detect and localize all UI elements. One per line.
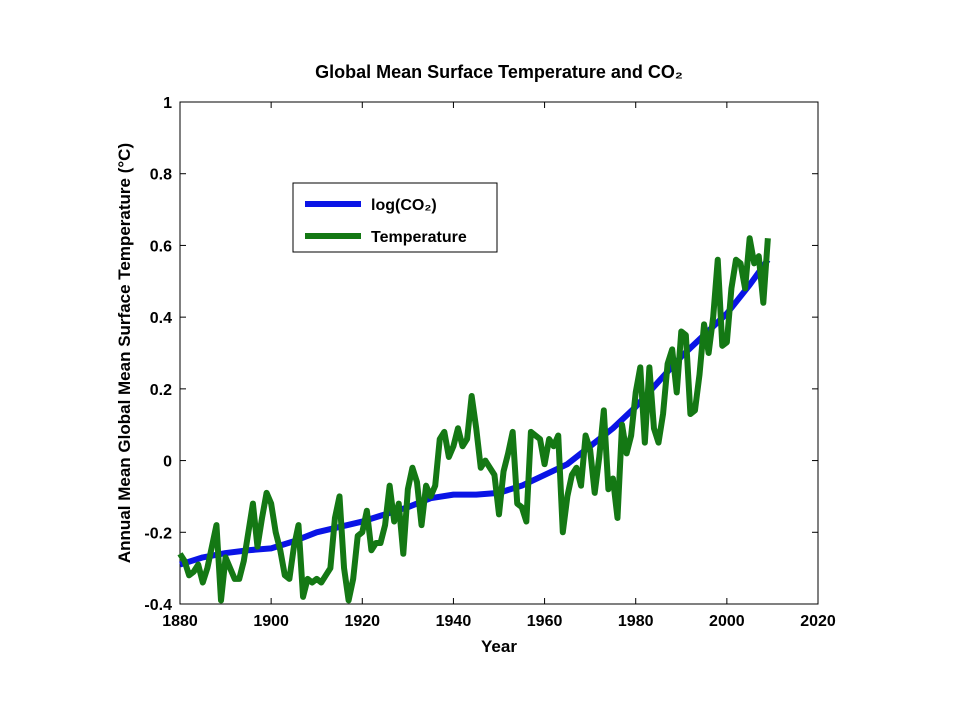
x-tick-label: 1960 [527,613,563,630]
y-tick-label: 0.4 [150,310,172,327]
y-tick-label: 1 [163,95,172,112]
y-tick-label: 0 [163,454,172,471]
data-line [177,235,771,604]
legend-box [292,182,498,253]
plot-frame [179,101,819,605]
legend-label: log(CO₂) [371,197,437,214]
legend-label: Temperature [371,229,467,246]
x-tick-label: 2020 [800,613,836,630]
y-tick-label: -0.4 [144,597,172,614]
y-tick-label: -0.2 [144,525,172,542]
y-tick-label: 0.8 [150,167,172,184]
y-axis-label: Annual Mean Global Mean Surface Temperat… [115,143,134,563]
x-tick-label: 2000 [709,613,745,630]
x-tick-label: 1900 [253,613,289,630]
x-tick-label: 1920 [344,613,380,630]
x-axis-label: Year [481,637,517,656]
x-tick-label: 1880 [162,613,198,630]
x-tick-label: 1940 [436,613,472,630]
y-tick-label: 0.6 [150,238,172,255]
chart-title: Global Mean Surface Temperature and CO₂ [315,62,683,82]
x-tick-label: 1980 [618,613,654,630]
y-tick-label: 0.2 [150,382,172,399]
